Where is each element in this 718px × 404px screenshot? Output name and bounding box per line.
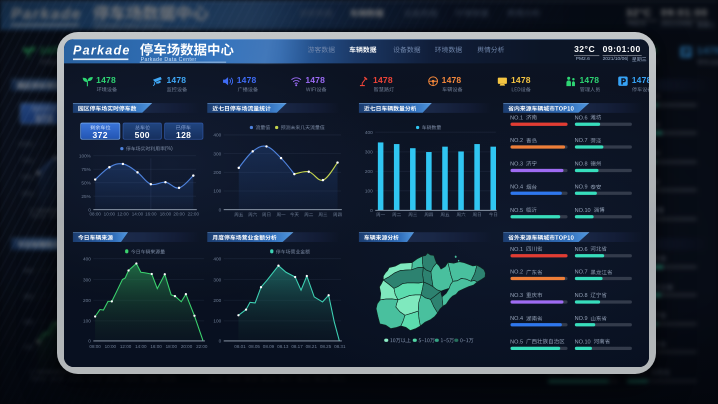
- svg-text:100%: 100%: [79, 153, 92, 158]
- svg-text:18:00: 18:00: [166, 343, 178, 348]
- svg-text:300: 300: [365, 149, 373, 154]
- svg-text:200: 200: [213, 169, 221, 174]
- svg-text:100: 100: [83, 318, 91, 323]
- svg-text:20:00: 20:00: [181, 343, 193, 348]
- svg-text:0: 0: [219, 338, 222, 343]
- svg-text:300: 300: [213, 277, 221, 282]
- svg-text:08.25: 08.25: [320, 343, 332, 348]
- svg-text:08.13: 08.13: [277, 343, 289, 348]
- svg-text:100: 100: [213, 318, 221, 323]
- svg-text:0: 0: [88, 338, 91, 343]
- svg-text:20:00: 20:00: [173, 211, 185, 216]
- svg-text:08:00: 08:00: [90, 211, 102, 216]
- svg-text:50%: 50%: [81, 180, 91, 185]
- svg-text:200: 200: [83, 297, 91, 302]
- svg-text:14:00: 14:00: [132, 211, 144, 216]
- svg-text:25%: 25%: [81, 193, 91, 198]
- svg-text:10:00: 10:00: [105, 343, 117, 348]
- svg-text:18:00: 18:00: [160, 211, 172, 216]
- svg-text:08.31: 08.31: [334, 343, 346, 348]
- svg-text:400: 400: [213, 256, 221, 261]
- svg-text:0: 0: [370, 207, 373, 212]
- svg-text:14:00: 14:00: [135, 343, 147, 348]
- svg-text:08.09: 08.09: [263, 343, 275, 348]
- svg-text:200: 200: [213, 297, 221, 302]
- svg-text:16:00: 16:00: [145, 211, 157, 216]
- svg-text:0: 0: [219, 207, 222, 212]
- svg-text:100: 100: [213, 188, 221, 193]
- svg-text:10:00: 10:00: [104, 211, 116, 216]
- svg-text:75%: 75%: [81, 166, 91, 171]
- svg-text:400: 400: [83, 256, 91, 261]
- svg-text:16:00: 16:00: [150, 343, 162, 348]
- svg-text:22:00: 22:00: [188, 211, 200, 216]
- svg-text:08.01: 08.01: [234, 343, 246, 348]
- svg-text:100: 100: [365, 188, 373, 193]
- svg-text:08.21: 08.21: [306, 343, 318, 348]
- svg-text:22:00: 22:00: [196, 343, 208, 348]
- svg-text:400: 400: [213, 132, 221, 137]
- svg-text:08.05: 08.05: [249, 343, 261, 348]
- svg-text:0: 0: [88, 207, 91, 212]
- svg-text:200: 200: [365, 168, 373, 173]
- svg-text:300: 300: [83, 277, 91, 282]
- svg-text:08.17: 08.17: [291, 343, 303, 348]
- svg-text:08:00: 08:00: [89, 343, 101, 348]
- svg-text:12:00: 12:00: [117, 211, 129, 216]
- svg-text:12:00: 12:00: [120, 343, 132, 348]
- svg-text:400: 400: [365, 129, 373, 134]
- svg-text:300: 300: [213, 151, 221, 156]
